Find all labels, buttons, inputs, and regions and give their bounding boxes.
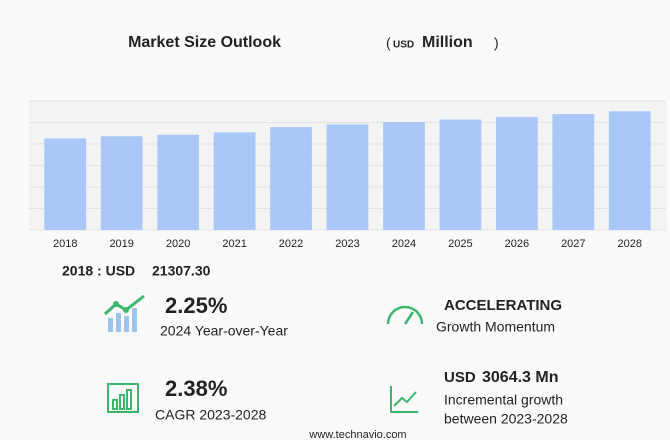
x-tick-label: 2022 <box>279 238 303 250</box>
x-tick-label: 2018 <box>53 238 77 250</box>
bar <box>552 114 595 230</box>
x-tick-label: 2025 <box>448 238 472 250</box>
momentum-icon <box>386 305 424 325</box>
bar <box>495 116 538 230</box>
increment-icon <box>390 386 418 413</box>
bar <box>439 119 482 230</box>
bar <box>44 138 87 230</box>
stat-prefix: USD <box>444 369 476 386</box>
stat-caption: Growth Momentum <box>436 319 555 335</box>
stat-caption: between 2023-2028 <box>444 411 568 427</box>
unit-paren: ( <box>386 35 391 51</box>
bar <box>383 122 425 230</box>
x-tick-label: 2023 <box>335 238 359 250</box>
stat-caption: CAGR 2023-2028 <box>155 407 267 423</box>
unit-scale: Million <box>422 34 473 51</box>
x-tick-label: 2019 <box>109 238 133 250</box>
yoy-icon <box>103 294 145 332</box>
stat-value: 3064.3 Mn <box>482 369 558 386</box>
highlight-label: 2018 : USD <box>62 263 135 279</box>
stat-caption: Incremental growth <box>444 392 563 408</box>
stat-caption: 2024 Year-over-Year <box>160 323 288 339</box>
stat-value: 2.25% <box>165 293 227 318</box>
x-tick-label: 2026 <box>505 238 529 250</box>
bar <box>326 124 369 230</box>
bar <box>270 127 312 230</box>
stat-value: 2.38% <box>165 376 227 401</box>
bar <box>100 136 143 230</box>
unit-currency: USD <box>393 40 414 51</box>
x-tick-label: 2028 <box>618 238 642 250</box>
stat-value: ACCELERATING <box>444 297 562 314</box>
footer: www.technavio.com <box>308 429 406 440</box>
x-tick-label: 2024 <box>392 238 416 250</box>
x-tick-label: 2020 <box>166 238 190 250</box>
bar <box>608 111 651 230</box>
highlight-value: 21307.30 <box>152 263 211 279</box>
x-tick-label: 2027 <box>561 238 585 250</box>
chart-title: Market Size Outlook <box>128 34 281 51</box>
bar <box>157 134 200 230</box>
x-tick-label: 2021 <box>222 238 246 250</box>
unit-paren: ) <box>494 35 499 51</box>
bar <box>213 132 256 230</box>
cagr-icon <box>107 383 139 413</box>
